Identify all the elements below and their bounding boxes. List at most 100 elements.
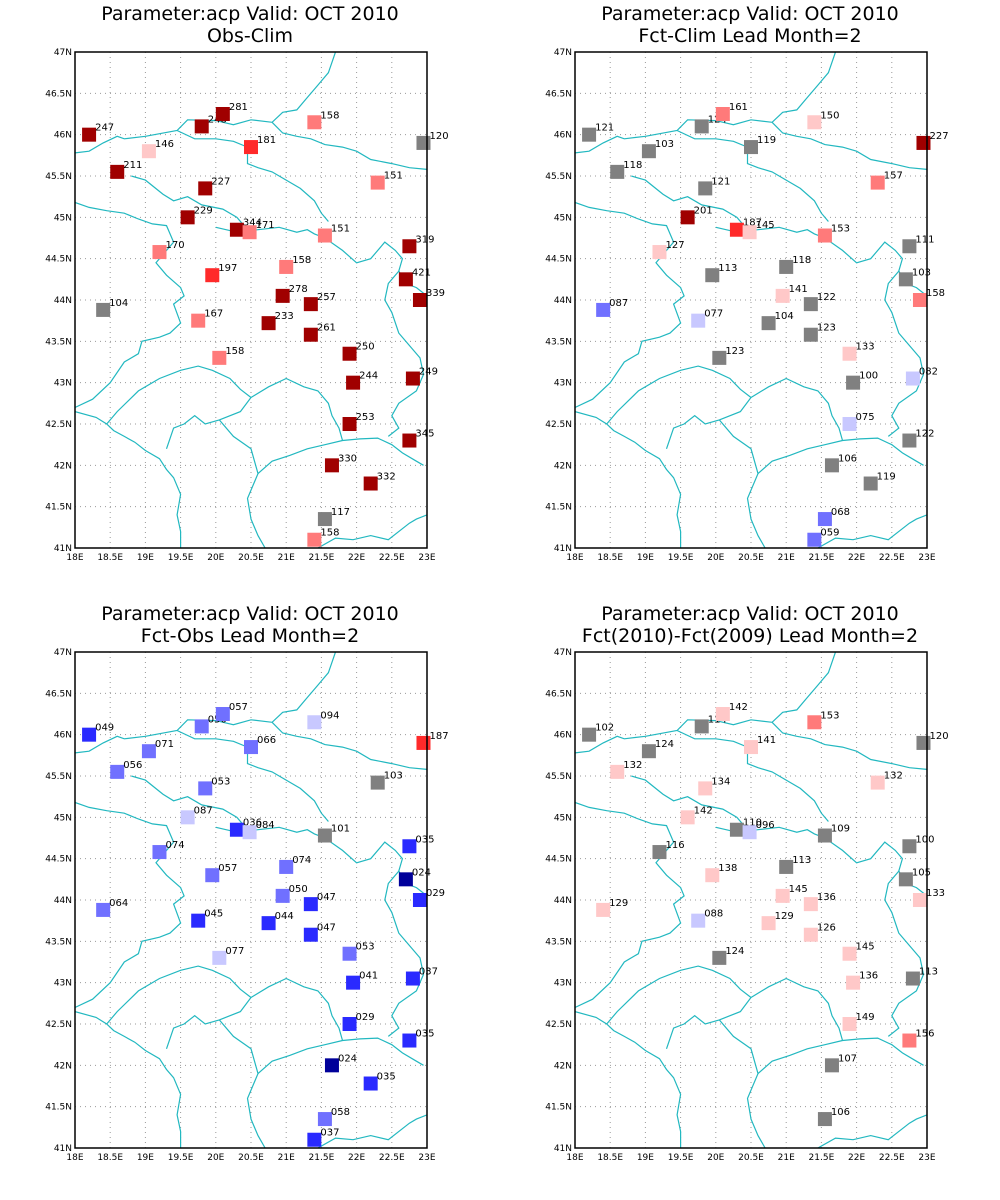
station-marker (324, 1058, 339, 1073)
map-frame: 18E 18.5E 19E 19.5E 20E 20.5E 21E 21.5E 22E 22.5E… (45, 48, 448, 563)
station-value-label: 122 (817, 292, 836, 303)
border-line (176, 129, 329, 222)
station-value-label: 227 (211, 176, 230, 187)
station-value-label: 075 (856, 412, 875, 423)
x-tick-label: 19.5E (668, 553, 694, 563)
x-tick-label: 20.5E (738, 553, 764, 563)
station-marker (307, 532, 322, 547)
x-tick-label: 19E (637, 1153, 654, 1163)
station-marker (194, 119, 209, 134)
y-tick-label: 47N (554, 648, 572, 658)
y-tick-label: 46N (54, 131, 72, 141)
y-tick-label: 41.5N (545, 503, 572, 513)
station-value-label: 129 (775, 911, 794, 922)
border-line (106, 365, 252, 449)
station-value-label: 066 (257, 735, 276, 746)
station-marker (817, 512, 832, 527)
station-value-label: 281 (229, 102, 248, 113)
station-marker (803, 297, 818, 312)
station-value-label: 113 (792, 855, 811, 866)
station-marker (324, 458, 339, 473)
station-value-label: 158 (225, 346, 244, 357)
y-tick-label: 44N (554, 296, 572, 306)
station-marker (303, 327, 318, 342)
x-tick-label: 22.5E (379, 1153, 405, 1163)
station-value-label: 106 (838, 453, 857, 464)
station-marker (902, 839, 917, 854)
x-tick-label: 23E (918, 1153, 935, 1163)
border-line (631, 175, 748, 231)
y-tick-label: 46.5N (545, 689, 572, 699)
station-marker (902, 239, 917, 254)
station-value-label: 150 (820, 110, 839, 121)
border-line (250, 977, 344, 1041)
station-value-label: 096 (756, 820, 775, 831)
station-marker (912, 893, 927, 907)
station-value-label: 044 (275, 911, 294, 922)
panel-subtitle: Fct-Obs Lead Month=2 (141, 625, 359, 647)
station-value-label: 253 (356, 412, 375, 423)
station-value-label: 050 (289, 884, 308, 895)
station-value-label: 056 (123, 760, 142, 771)
station-marker (898, 272, 913, 287)
station-value-label: 126 (817, 923, 836, 934)
station-marker (141, 144, 156, 159)
station-value-label: 261 (317, 323, 336, 334)
station-marker (610, 164, 625, 179)
station-marker (205, 268, 220, 283)
station-marker (198, 781, 213, 796)
station-value-label: 074 (292, 855, 311, 866)
border-line (884, 270, 925, 437)
station-value-label: 074 (165, 840, 184, 851)
station-value-label: 421 (412, 267, 431, 278)
y-tick-label: 46N (554, 131, 572, 141)
border-line (606, 365, 752, 449)
x-tick-label: 19E (137, 553, 154, 563)
station-marker (744, 140, 758, 155)
station-value-label: 197 (218, 263, 237, 274)
station-value-label: 094 (320, 710, 339, 721)
border-line (575, 411, 682, 548)
y-tick-label: 46.5N (45, 89, 72, 99)
y-tick-label: 44.5N (45, 255, 72, 265)
y-tick-label: 45N (554, 213, 572, 223)
station-marker (863, 476, 878, 491)
border-line (575, 52, 837, 154)
station-marker (712, 950, 727, 965)
station-value-label: 153 (820, 710, 839, 721)
station-marker (817, 828, 832, 843)
station-value-label: 332 (377, 472, 396, 483)
border-line (176, 729, 329, 822)
map-border (574, 651, 928, 1149)
y-tick-label: 42N (554, 1061, 572, 1071)
station-marker (742, 225, 757, 240)
station-marker (779, 259, 794, 274)
station-value-label: 024 (338, 1053, 357, 1064)
station-value-label: 057 (218, 863, 237, 874)
x-tick-label: 22E (848, 1153, 865, 1163)
border-line (817, 514, 927, 548)
station-marker (691, 313, 706, 328)
station-marker (582, 727, 597, 742)
station-marker (916, 735, 931, 750)
y-tick-label: 44.5N (545, 255, 572, 265)
station-value-label: 211 (123, 160, 142, 171)
station-marker (275, 888, 290, 903)
station-value-label: 181 (257, 135, 276, 146)
map-panel-fct-year-diff: Parameter:acp Valid: OCT 2010 Fct(2010)-… (582, 603, 918, 647)
border-line (718, 419, 766, 548)
station-marker (402, 433, 417, 448)
station-marker (275, 288, 290, 303)
y-tick-label: 42.5N (545, 1020, 572, 1030)
station-marker (842, 417, 857, 431)
border-line (75, 201, 185, 409)
station-marker (405, 971, 420, 986)
station-value-label: 035 (415, 834, 434, 845)
y-tick-label: 45N (54, 813, 72, 823)
station-marker (191, 313, 206, 328)
y-tick-label: 44N (54, 896, 72, 906)
station-value-label: 104 (775, 311, 794, 322)
y-tick-label: 42.5N (45, 1020, 72, 1030)
border-line (75, 411, 182, 548)
station-value-label: 133 (856, 342, 875, 353)
